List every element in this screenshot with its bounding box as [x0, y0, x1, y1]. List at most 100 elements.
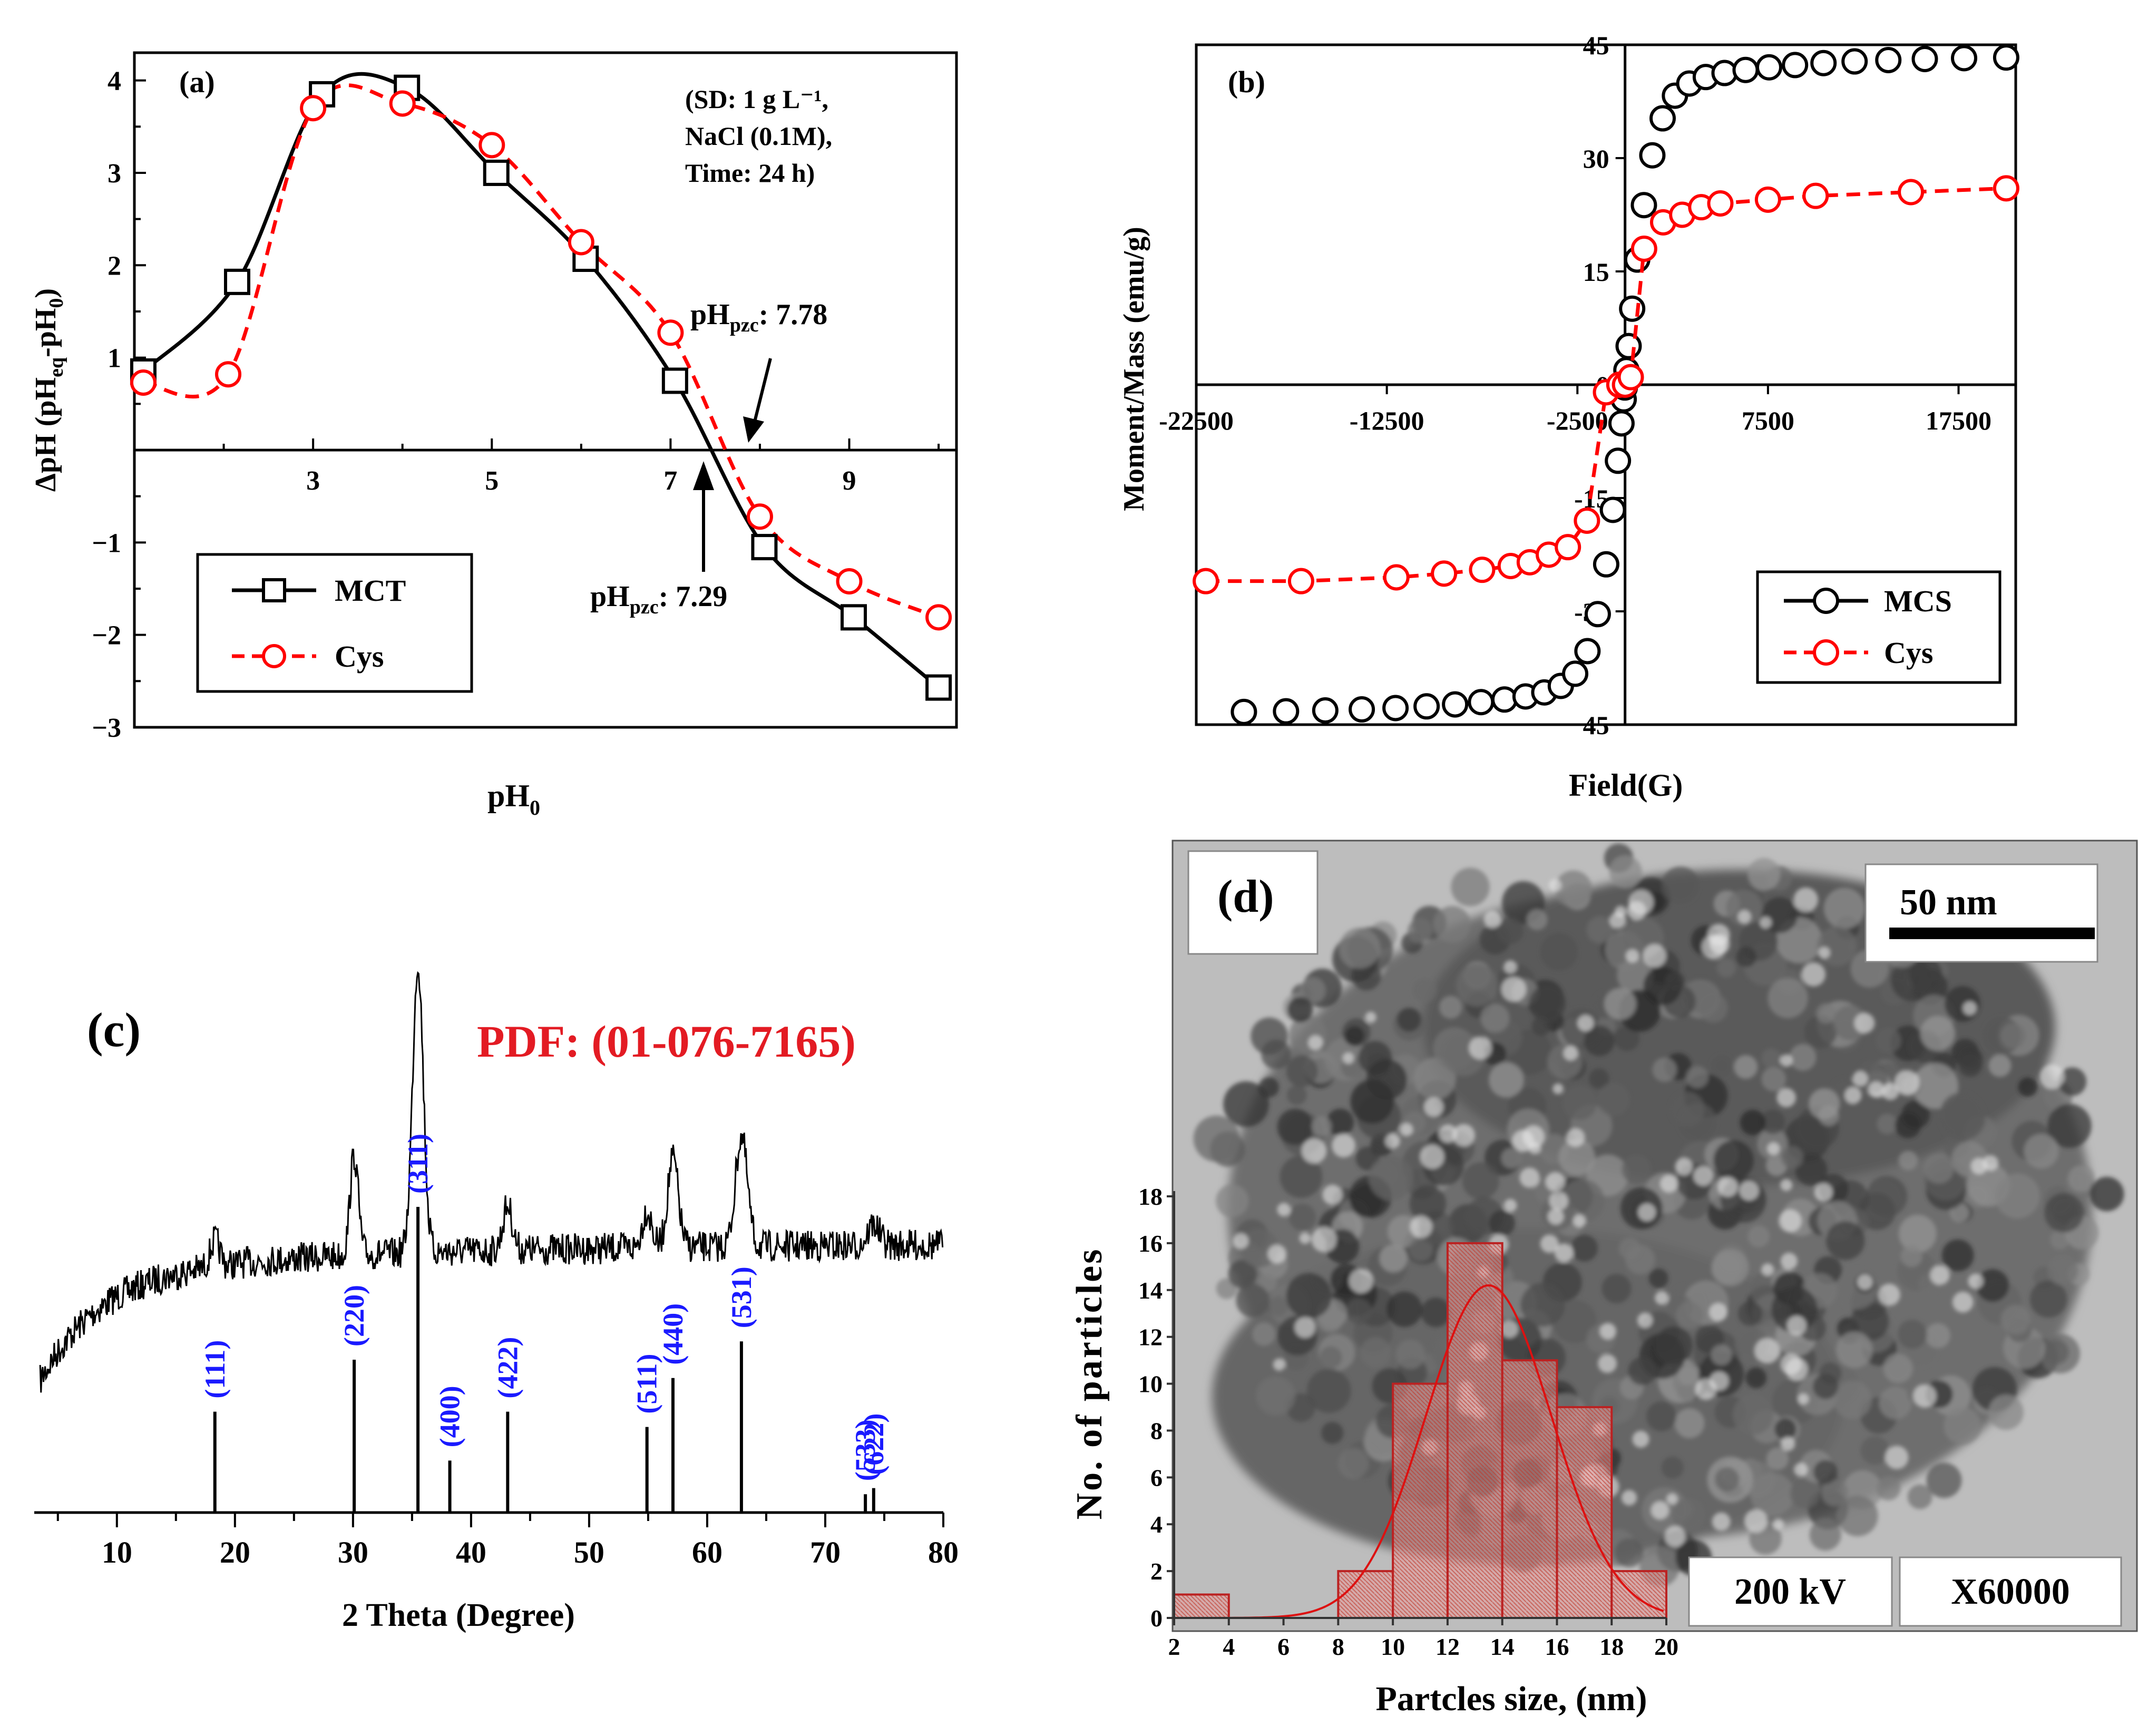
- panel-a-legend: MCT Cys: [196, 553, 473, 693]
- d-histogram-bar: [1337, 1570, 1394, 1619]
- tem-gap: [1952, 1291, 1974, 1313]
- tem-particle: [1395, 1339, 1426, 1369]
- d-xtick-label: 6: [1277, 1633, 1290, 1660]
- tem-particle: [1339, 928, 1380, 969]
- legend-square-marker: [262, 578, 286, 602]
- legend-mcs: MCS: [1884, 584, 1952, 618]
- tem-particle: [1781, 1146, 1804, 1169]
- b-point-mcs: [1312, 697, 1339, 724]
- tem-particle: [1733, 1394, 1774, 1435]
- b-point-mcs: [1619, 295, 1646, 322]
- b-point-mcs: [1755, 54, 1782, 81]
- tem-gap: [1773, 1518, 1784, 1530]
- b-point-mcs: [1630, 192, 1657, 219]
- tem-particle: [1711, 1253, 1742, 1284]
- b-point-mcs: [1841, 48, 1868, 75]
- scale-bar-label: 50 nm: [1900, 882, 1997, 923]
- tem-particle: [1501, 1148, 1521, 1168]
- d-ytick-label: 12: [1138, 1324, 1163, 1351]
- tem-particle: [1520, 1282, 1565, 1327]
- b-point-cys: [1754, 186, 1781, 213]
- tem-particle: [2018, 1077, 2037, 1097]
- d-ytick-label: 8: [1150, 1417, 1163, 1444]
- tem-particle: [1809, 1088, 1840, 1119]
- tem-gap: [1710, 1371, 1729, 1391]
- tem-particle: [1488, 1062, 1524, 1098]
- tem-particle: [1895, 1112, 1921, 1138]
- tem-gap: [1793, 887, 1819, 912]
- tem-particle: [1876, 1476, 1901, 1500]
- a-yl-1: ΔpH (pH: [30, 377, 62, 492]
- tem-gap: [1818, 947, 1830, 959]
- a-ytick-label: 2: [108, 251, 121, 281]
- d-ytick-label: 6: [1150, 1464, 1163, 1491]
- c-xtick-label: 20: [220, 1535, 250, 1569]
- legend-box: [196, 553, 473, 693]
- tem-gap: [1277, 1203, 1291, 1216]
- tem-gap: [1343, 1052, 1354, 1064]
- tem-particle: [1345, 1026, 1364, 1046]
- tem-gap: [1548, 1208, 1564, 1225]
- tem-gap: [1549, 879, 1561, 892]
- tem-gap: [1563, 1046, 1578, 1061]
- b-xtick-label: 7500: [1742, 406, 1794, 435]
- tem-gap: [1737, 910, 1751, 924]
- tem-particle: [2029, 1280, 2067, 1318]
- b-point-cys: [1469, 557, 1496, 583]
- b-point-cys: [1802, 182, 1829, 209]
- d-xtick-label: 14: [1490, 1633, 1515, 1660]
- tem-gap: [1519, 1167, 1540, 1188]
- pzc-arrowhead-mct: [693, 461, 714, 490]
- tem-particle: [1941, 1239, 1974, 1272]
- tem-gap: [1895, 1070, 1920, 1095]
- a-point-cys: [925, 604, 952, 631]
- tem-particle: [1711, 1055, 1733, 1077]
- tem-gap: [1854, 1012, 1875, 1033]
- a-point-mct: [751, 534, 778, 561]
- tem-gap: [1767, 1142, 1780, 1155]
- tem-gap: [1885, 1446, 1909, 1469]
- pzc-prefix: pH: [690, 298, 730, 331]
- tem-particle: [1926, 1462, 1962, 1498]
- tem-gap: [1882, 1083, 1899, 1100]
- d-histogram-bar: [1446, 1242, 1503, 1619]
- tem-particle: [1480, 1003, 1510, 1033]
- tem-gap: [1780, 1054, 1793, 1067]
- tem-gap: [1801, 962, 1826, 987]
- tem-particle: [1790, 1479, 1820, 1509]
- scale-bar-box: [1864, 863, 2098, 963]
- tem-gap: [1469, 1036, 1492, 1060]
- tem-particle: [1286, 1085, 1307, 1106]
- c-hkl-label: (220): [338, 1285, 370, 1347]
- tem-gap: [1780, 1178, 1793, 1191]
- d-ytick-label: 18: [1138, 1183, 1163, 1210]
- tem-particle: [1833, 1380, 1872, 1419]
- panel-a-label: (a): [179, 65, 215, 99]
- tem-particle: [1622, 1154, 1652, 1184]
- tem-gap: [1233, 1233, 1249, 1249]
- tem-particle: [1825, 1221, 1865, 1260]
- b-xtick-label: -2500: [1547, 406, 1608, 435]
- b-point-cys: [1617, 364, 1644, 391]
- c-hkl-label: (311): [402, 1134, 434, 1194]
- tem-particle: [1558, 1139, 1596, 1176]
- tem-gap: [1852, 1071, 1868, 1087]
- panel-d-label-box: [1187, 850, 1319, 955]
- tem-particle: [1837, 1495, 1878, 1537]
- b-point-mcs: [1782, 52, 1809, 79]
- b-point-mcs: [1608, 410, 1635, 437]
- tem-particle: [1924, 1153, 1954, 1184]
- tem-gap: [1501, 977, 1527, 1002]
- a-point-cys: [657, 319, 684, 346]
- tem-particle: [1850, 1302, 1889, 1341]
- a-point-cys: [215, 361, 242, 388]
- a-point-cys: [479, 132, 505, 159]
- tem-particle: [1898, 1214, 1937, 1253]
- a-series-line-mct: [142, 72, 940, 689]
- pzc-annotation-cys: pHpzc: 7.78: [690, 298, 827, 443]
- tem-particle: [1944, 1407, 1981, 1445]
- tem-particle: [1736, 947, 1757, 968]
- tem-gap: [1798, 1393, 1809, 1405]
- tem-gap: [1273, 1358, 1285, 1371]
- b-point-cys: [1574, 508, 1600, 534]
